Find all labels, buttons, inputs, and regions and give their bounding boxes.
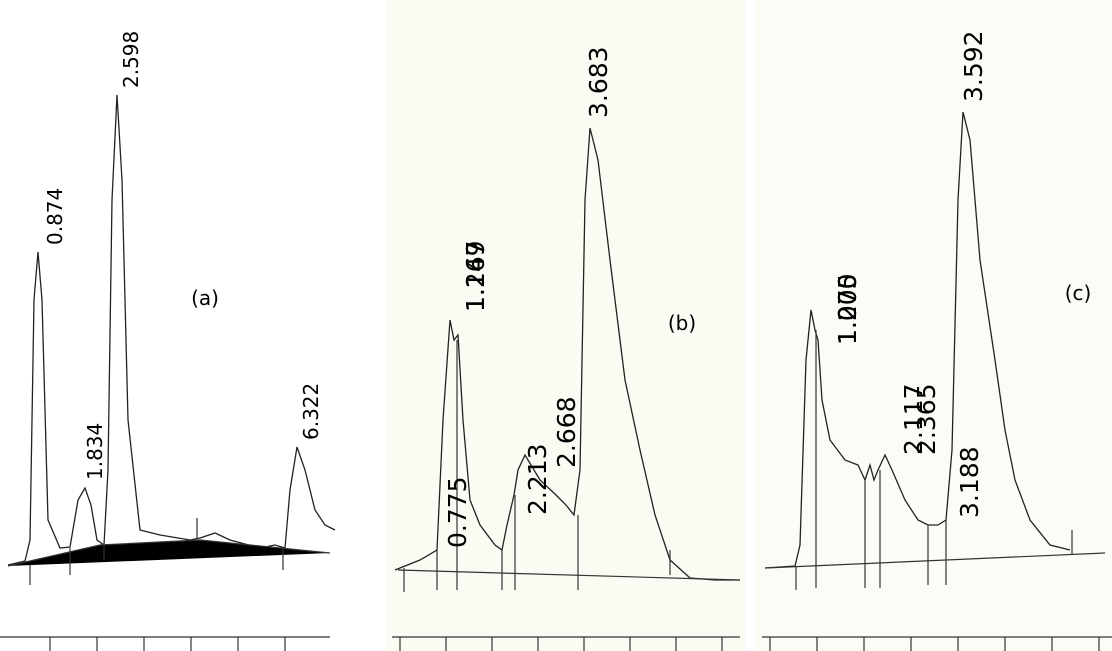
panel-label: (a) xyxy=(191,286,219,310)
panel-b-background xyxy=(385,0,745,651)
peak-label: 2.598 xyxy=(119,31,143,88)
axis-ticks xyxy=(769,330,1100,651)
axis-ticks xyxy=(29,518,286,651)
axis-ticks xyxy=(399,340,723,651)
panel-a: (a) 0.874 1.834 2.598 6.322 xyxy=(0,31,336,651)
peak-label: 2.365 xyxy=(912,383,941,455)
peak-label: 2.213 xyxy=(523,443,552,515)
peak-label: 2.668 xyxy=(552,396,581,468)
peak-label: 3.683 xyxy=(584,46,613,118)
peak-label: 1.834 xyxy=(83,423,107,480)
peak-label: 1.249 xyxy=(461,240,490,312)
trace xyxy=(394,127,740,581)
panel-c-background xyxy=(755,0,1112,651)
panel-b: (b) 1.167 1.249 0.775 2.213 2.668 3.683 xyxy=(392,46,741,651)
baseline xyxy=(7,539,331,567)
trace xyxy=(7,94,336,566)
peak-label: 6.322 xyxy=(299,383,323,440)
peak-label: 1.167 xyxy=(461,240,490,312)
baseline xyxy=(397,569,741,581)
baseline xyxy=(764,552,1106,569)
peak-label: 3.592 xyxy=(959,30,988,102)
panel-c: (c) 1.075 1.200 2.117 2.365 3.188 3.592 xyxy=(762,30,1112,651)
panel-label: (c) xyxy=(1065,281,1092,305)
panel-label: (b) xyxy=(668,311,696,335)
peak-label: 0.874 xyxy=(43,188,67,245)
peak-label: 1.200 xyxy=(833,273,862,345)
peak-label: 1.075 xyxy=(833,273,862,345)
peak-label: 2.117 xyxy=(899,383,928,455)
peak-label: 3.188 xyxy=(955,446,984,518)
peak-label: 0.775 xyxy=(443,476,472,548)
